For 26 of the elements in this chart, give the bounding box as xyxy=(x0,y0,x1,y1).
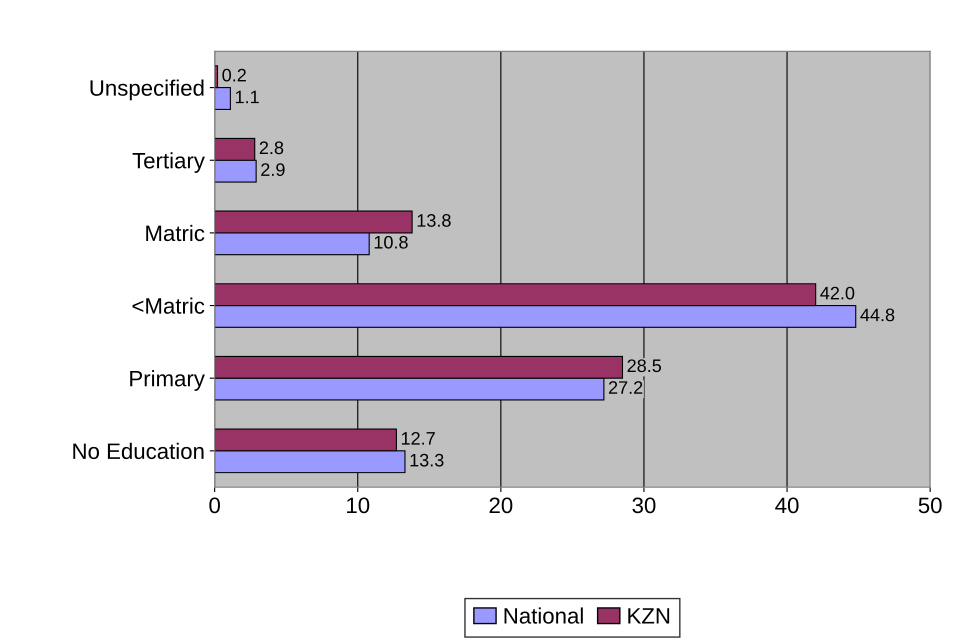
data-label: 2.9 xyxy=(261,163,285,176)
x-tick-label: 0 xyxy=(209,497,220,514)
x-tick-label: 50 xyxy=(918,497,942,514)
data-label: 0.2 xyxy=(222,68,246,82)
x-tick-label: 40 xyxy=(775,497,799,514)
y-tick-label: Matric xyxy=(146,224,204,242)
y-tick-label: Primary xyxy=(130,370,205,391)
x-tick-label: 20 xyxy=(490,497,512,514)
data-label: 44.8 xyxy=(860,308,894,322)
data-label: 27.2 xyxy=(608,381,642,394)
legend-label: KZN xyxy=(628,608,670,624)
data-label: 12.7 xyxy=(402,432,435,445)
legend-label: National xyxy=(504,607,583,624)
x-tick-label: 10 xyxy=(347,497,370,514)
y-tick-label: No Education xyxy=(73,442,204,460)
data-label: 28.5 xyxy=(628,359,662,372)
data-label: 42.0 xyxy=(820,286,854,300)
data-label: 2.8 xyxy=(260,141,284,154)
x-tick-label: 30 xyxy=(632,497,656,514)
data-label: 1.1 xyxy=(236,90,259,104)
data-label: 13.3 xyxy=(410,454,444,467)
data-label: 10.8 xyxy=(374,236,408,249)
y-tick-label: <Matric xyxy=(132,297,204,314)
y-tick-label: Unspecified xyxy=(90,80,204,100)
y-tick-label: Tertiary xyxy=(132,152,205,173)
data-label: 13.8 xyxy=(418,214,451,227)
